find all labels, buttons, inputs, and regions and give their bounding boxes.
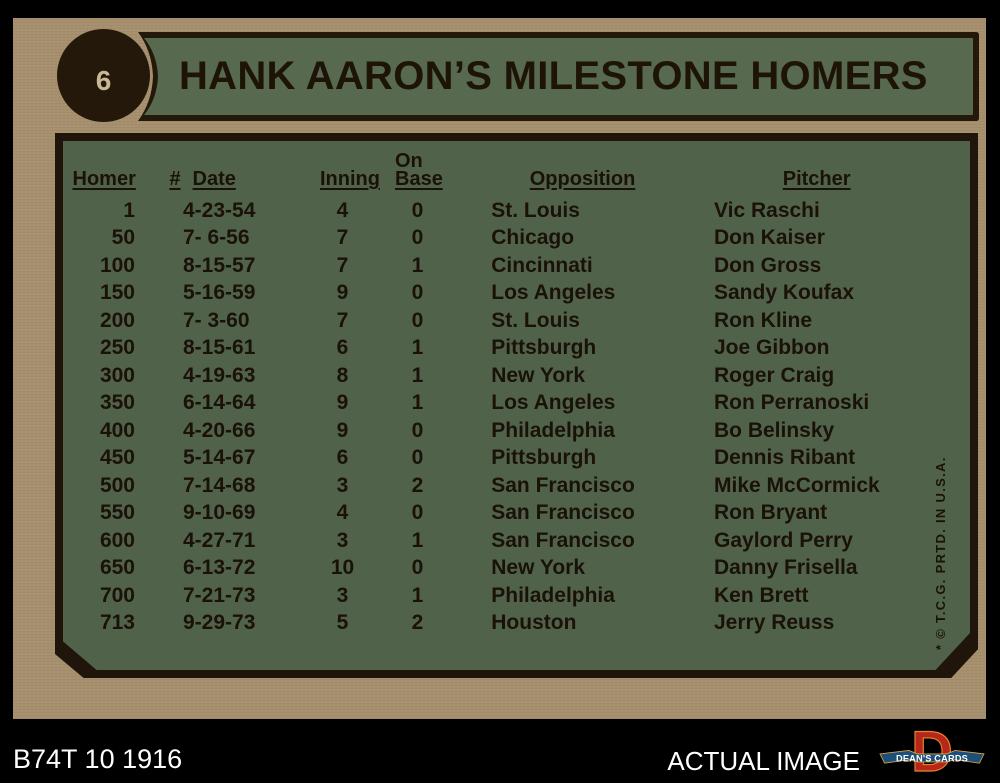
svg-text:D: D <box>911 725 953 777</box>
svg-text:DEAN'S CARDS: DEAN'S CARDS <box>896 753 968 763</box>
